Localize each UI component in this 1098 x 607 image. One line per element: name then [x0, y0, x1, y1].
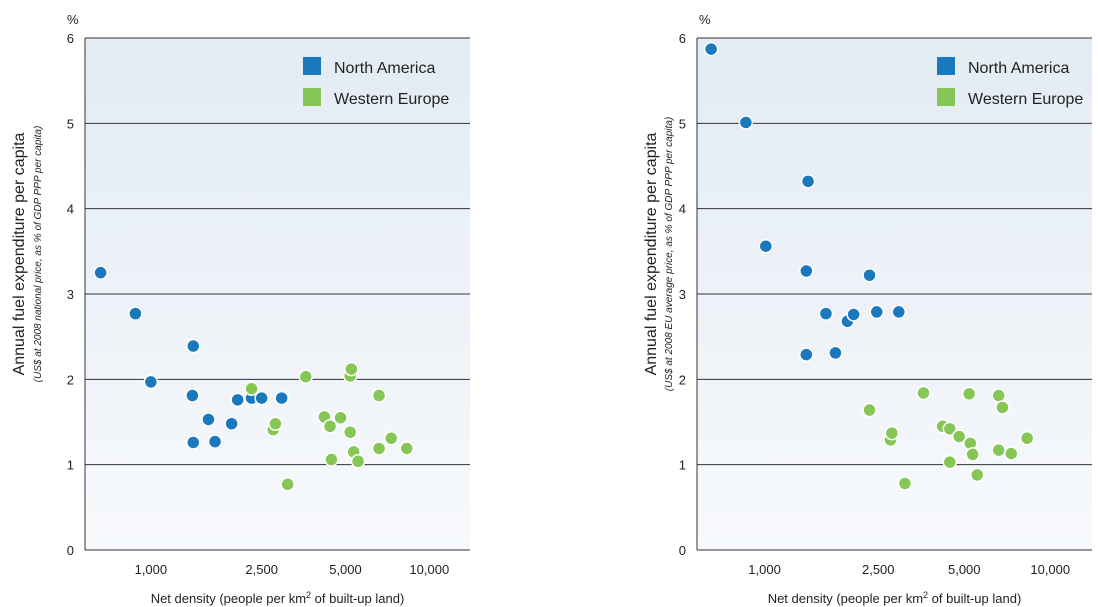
y-tick-label: 6 — [67, 31, 74, 46]
data-point — [1003, 446, 1019, 461]
data-point — [371, 388, 387, 403]
y-tick-label: 4 — [67, 202, 74, 217]
data-point — [186, 435, 201, 450]
data-point — [280, 477, 295, 492]
data-point — [800, 174, 816, 189]
data-point — [186, 338, 201, 354]
x-tick-label: 10,000 — [409, 562, 449, 577]
data-point — [818, 306, 834, 321]
y-tick-label: 5 — [679, 116, 686, 131]
y-tick-label: 3 — [679, 287, 686, 302]
data-point — [869, 304, 885, 320]
y-axis-label: Annual fuel expenditure per capita — [643, 132, 660, 375]
data-point — [799, 347, 814, 362]
legend-swatch — [303, 57, 321, 75]
y-axis-sublabel: (US$ at 2008 national price, as % of GDP… — [33, 126, 44, 383]
data-point — [371, 441, 387, 456]
x-tick-label: 5,000 — [948, 562, 981, 577]
data-point — [703, 41, 719, 57]
y-tick-label: 3 — [67, 287, 74, 302]
data-point — [942, 421, 958, 437]
data-point — [916, 385, 931, 401]
y-tick-label: 0 — [679, 543, 686, 558]
legend-label: North America — [334, 60, 435, 77]
legend-label: North America — [968, 60, 1069, 77]
legend-swatch — [937, 88, 955, 106]
data-point — [201, 412, 216, 427]
data-point — [969, 467, 985, 483]
y-tick-label: 0 — [67, 543, 74, 558]
legend-swatch — [937, 57, 955, 75]
data-point — [991, 388, 1006, 403]
x-axis-label: Net density (people per km2 of built-up … — [151, 590, 405, 606]
data-point — [995, 400, 1010, 415]
data-point — [342, 424, 358, 440]
data-point — [862, 267, 877, 283]
data-point — [399, 441, 415, 456]
y-axis-sublabel: (US$ at 2008 EU average price, as % of G… — [664, 117, 675, 391]
data-point — [1019, 430, 1035, 446]
x-tick-label: 1,000 — [748, 562, 781, 577]
y-tick-label: 4 — [679, 202, 686, 217]
data-point — [143, 374, 159, 390]
data-point — [951, 429, 967, 444]
data-point — [230, 392, 245, 408]
left-chart-panel: 0 1 2 3 4 5 6 1,000 2,500 5,000 10,000% Annual fuel… — [11, 12, 470, 606]
data-point — [884, 425, 900, 441]
data-point — [268, 416, 283, 431]
data-point — [333, 410, 348, 425]
y-unit-label: % — [67, 12, 79, 27]
data-point — [254, 390, 269, 406]
x-tick-label: 2,500 — [862, 562, 895, 577]
data-point — [298, 369, 314, 385]
data-point — [274, 390, 289, 406]
legend-label: Western Europe — [968, 91, 1083, 108]
data-point — [324, 452, 339, 467]
data-point — [965, 447, 980, 462]
data-point — [942, 454, 958, 470]
y-tick-label: 1 — [679, 458, 686, 473]
x-tick-label: 5,000 — [329, 562, 362, 577]
data-point — [128, 306, 143, 321]
data-point — [799, 263, 814, 279]
legend-swatch — [303, 88, 321, 106]
data-point — [828, 345, 843, 361]
y-tick-label: 5 — [67, 116, 74, 131]
data-point — [891, 304, 907, 320]
data-point — [897, 476, 913, 491]
y-tick-label: 6 — [679, 31, 686, 46]
y-unit-label: % — [699, 12, 711, 27]
data-point — [961, 386, 977, 402]
data-point — [93, 265, 108, 280]
data-point — [384, 430, 399, 446]
data-point — [862, 402, 877, 418]
data-point — [207, 434, 223, 449]
data-point — [991, 442, 1006, 458]
legend-label: Western Europe — [334, 91, 449, 108]
x-tick-label: 1,000 — [135, 562, 168, 577]
y-tick-label: 2 — [679, 372, 686, 387]
data-point — [244, 381, 259, 396]
y-axis-label: Annual fuel expenditure per capita — [11, 132, 28, 375]
data-point — [738, 115, 754, 130]
data-point — [344, 361, 359, 377]
x-axis-label: Net density (people per km2 of built-up … — [768, 590, 1022, 606]
x-tick-label: 10,000 — [1030, 562, 1070, 577]
right-chart-panel: 0 1 2 3 4 5 6 1,000 2,500 5,000 10,000% Annual fuel… — [643, 12, 1092, 606]
y-tick-label: 1 — [67, 458, 74, 473]
data-point — [185, 388, 200, 403]
data-point — [224, 416, 239, 431]
data-point — [350, 454, 366, 469]
data-point — [322, 419, 338, 434]
y-tick-label: 2 — [67, 372, 74, 387]
data-point — [846, 307, 861, 322]
data-point — [758, 238, 774, 254]
x-tick-label: 2,500 — [245, 562, 278, 577]
